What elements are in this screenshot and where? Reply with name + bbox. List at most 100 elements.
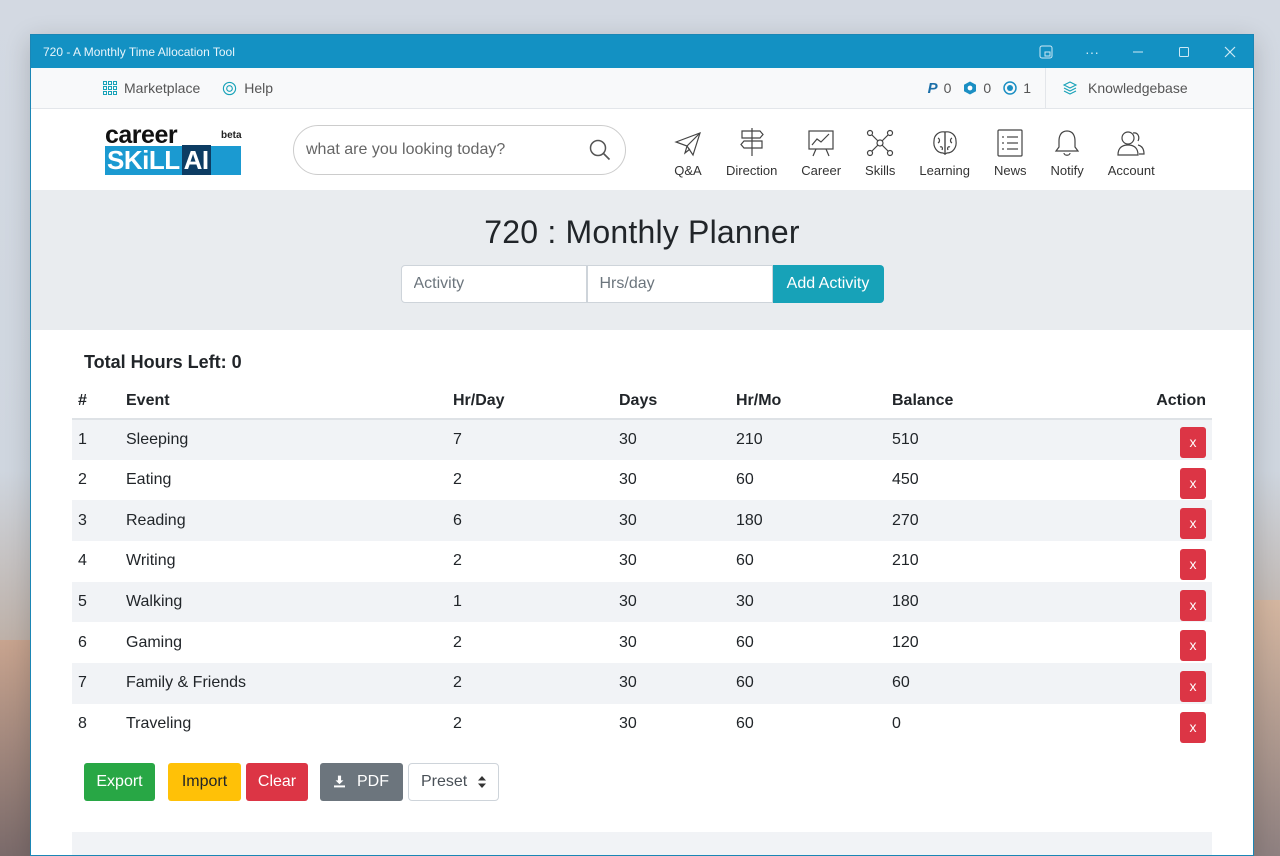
activity-input[interactable]	[400, 265, 587, 303]
row-balance: 0	[892, 715, 901, 733]
row-hr-day: 2	[453, 674, 462, 692]
nav-account[interactable]: Account	[1096, 122, 1167, 178]
row-days: 30	[619, 511, 637, 529]
row-balance: 180	[892, 593, 919, 611]
row-hr-mo: 30	[736, 593, 754, 611]
brain-icon	[932, 130, 957, 155]
delete-row-button[interactable]: x	[1180, 508, 1206, 540]
more-icon[interactable]: ···	[1085, 43, 1099, 60]
row-hr-day: 1	[453, 593, 462, 611]
row-num: 1	[78, 430, 87, 448]
delete-row-button[interactable]: x	[1180, 548, 1206, 580]
export-button[interactable]: Export	[84, 762, 155, 801]
row-num: 3	[78, 511, 87, 529]
row-balance: 450	[892, 471, 919, 489]
row-hr-mo: 180	[736, 511, 763, 529]
hours-input[interactable]	[586, 265, 773, 303]
minimize-button[interactable]	[1115, 35, 1161, 68]
bell-icon	[1054, 129, 1080, 156]
help-link[interactable]: Help	[222, 80, 273, 96]
nav-skills[interactable]: Skills	[853, 122, 907, 178]
nav-news[interactable]: News	[982, 122, 1039, 178]
table-row: 7 Family & Friends 2 30 60 60 x	[72, 663, 1212, 704]
planner-content: Total Hours Left: 0 # Event Hr/Day Days …	[31, 330, 1253, 855]
row-num: 7	[78, 674, 87, 692]
utility-bar: Marketplace Help P 0 0 1	[31, 67, 1253, 109]
delete-row-button[interactable]: x	[1180, 670, 1206, 702]
row-balance: 120	[892, 633, 919, 651]
close-button[interactable]	[1207, 35, 1253, 68]
delete-row-button[interactable]: x	[1180, 589, 1206, 621]
grid-icon	[103, 81, 117, 95]
row-hr-day: 6	[453, 511, 462, 529]
signpost-icon	[739, 127, 764, 156]
row-balance: 60	[892, 674, 910, 692]
row-balance: 510	[892, 430, 919, 448]
clear-button[interactable]: Clear	[246, 762, 308, 801]
planner-header: 720 : Monthly Planner Add Activity	[31, 190, 1253, 330]
maximize-button[interactable]	[1161, 35, 1207, 68]
paypal-stat[interactable]: P 0	[928, 80, 952, 97]
planner-actions: Export Import Clear PDF Preset	[84, 762, 1212, 801]
row-days: 30	[619, 674, 637, 692]
nav-direction[interactable]: Direction	[714, 122, 789, 178]
header-balance: Balance	[886, 391, 1086, 420]
row-days: 30	[619, 471, 637, 489]
row-hr-mo: 60	[736, 471, 754, 489]
row-num: 4	[78, 552, 87, 570]
target-count: 1	[1023, 80, 1031, 96]
row-days: 30	[619, 430, 637, 448]
hexagon-stat[interactable]: 0	[963, 80, 991, 96]
row-hr-mo: 60	[736, 552, 754, 570]
row-event: Walking	[126, 593, 183, 611]
delete-row-button[interactable]: x	[1180, 427, 1206, 459]
header-days: Days	[613, 391, 730, 420]
nav-notify[interactable]: Notify	[1039, 122, 1096, 178]
add-activity-form: Add Activity	[31, 265, 1253, 303]
target-icon	[1003, 81, 1017, 95]
header-hr-day: Hr/Day	[447, 391, 613, 420]
preset-select[interactable]: Preset	[408, 762, 499, 801]
target-stat[interactable]: 1	[1003, 80, 1031, 96]
table-row: 6 Gaming 2 30 60 120 x	[72, 622, 1212, 663]
row-event: Traveling	[126, 715, 192, 733]
row-hr-day: 2	[453, 471, 462, 489]
hexagon-icon	[964, 81, 977, 95]
delete-row-button[interactable]: x	[1180, 630, 1206, 662]
paper-plane-icon	[674, 131, 701, 156]
import-button[interactable]: Import	[168, 762, 241, 801]
add-activity-button[interactable]: Add Activity	[772, 265, 884, 303]
row-hr-day: 7	[453, 430, 462, 448]
delete-row-button[interactable]: x	[1180, 711, 1206, 743]
careerskill-logo[interactable]: career beta SKiLL AI	[105, 120, 242, 175]
download-icon	[334, 775, 345, 788]
cast-icon[interactable]	[1023, 35, 1069, 68]
delete-row-button[interactable]: x	[1180, 467, 1206, 499]
table-row: 5 Walking 1 30 30 180 x	[72, 581, 1212, 623]
lifebuoy-icon	[223, 81, 237, 95]
knowledgebase-link[interactable]: Knowledgebase	[1045, 67, 1253, 109]
knowledgebase-label: Knowledgebase	[1088, 80, 1188, 96]
window-title: 720 - A Monthly Time Allocation Tool	[43, 44, 235, 59]
row-days: 30	[619, 552, 637, 570]
row-event: Family & Friends	[126, 674, 247, 692]
pdf-button[interactable]: PDF	[320, 762, 403, 801]
sort-arrows-icon	[478, 775, 486, 788]
title-bar: 720 - A Monthly Time Allocation Tool ···	[31, 35, 1253, 68]
search-icon[interactable]	[589, 139, 611, 161]
row-balance: 210	[892, 552, 919, 570]
nav-qa[interactable]: Q&A	[662, 122, 714, 178]
activity-table: # Event Hr/Day Days Hr/Mo Balance Action…	[72, 391, 1212, 745]
table-row: 1 Sleeping 7 30 210 510 x	[72, 419, 1212, 460]
search-box	[293, 124, 626, 175]
nav-learning[interactable]: Learning	[907, 122, 982, 178]
search-input[interactable]	[306, 140, 589, 159]
network-icon	[867, 129, 894, 156]
marketplace-link[interactable]: Marketplace	[103, 80, 200, 96]
row-num: 2	[78, 471, 87, 489]
header-action: Action	[1086, 391, 1212, 420]
row-num: 8	[78, 715, 87, 733]
nav-career[interactable]: Career	[789, 122, 853, 178]
total-hours-left: Total Hours Left: 0	[84, 352, 242, 372]
row-num: 6	[78, 633, 87, 651]
